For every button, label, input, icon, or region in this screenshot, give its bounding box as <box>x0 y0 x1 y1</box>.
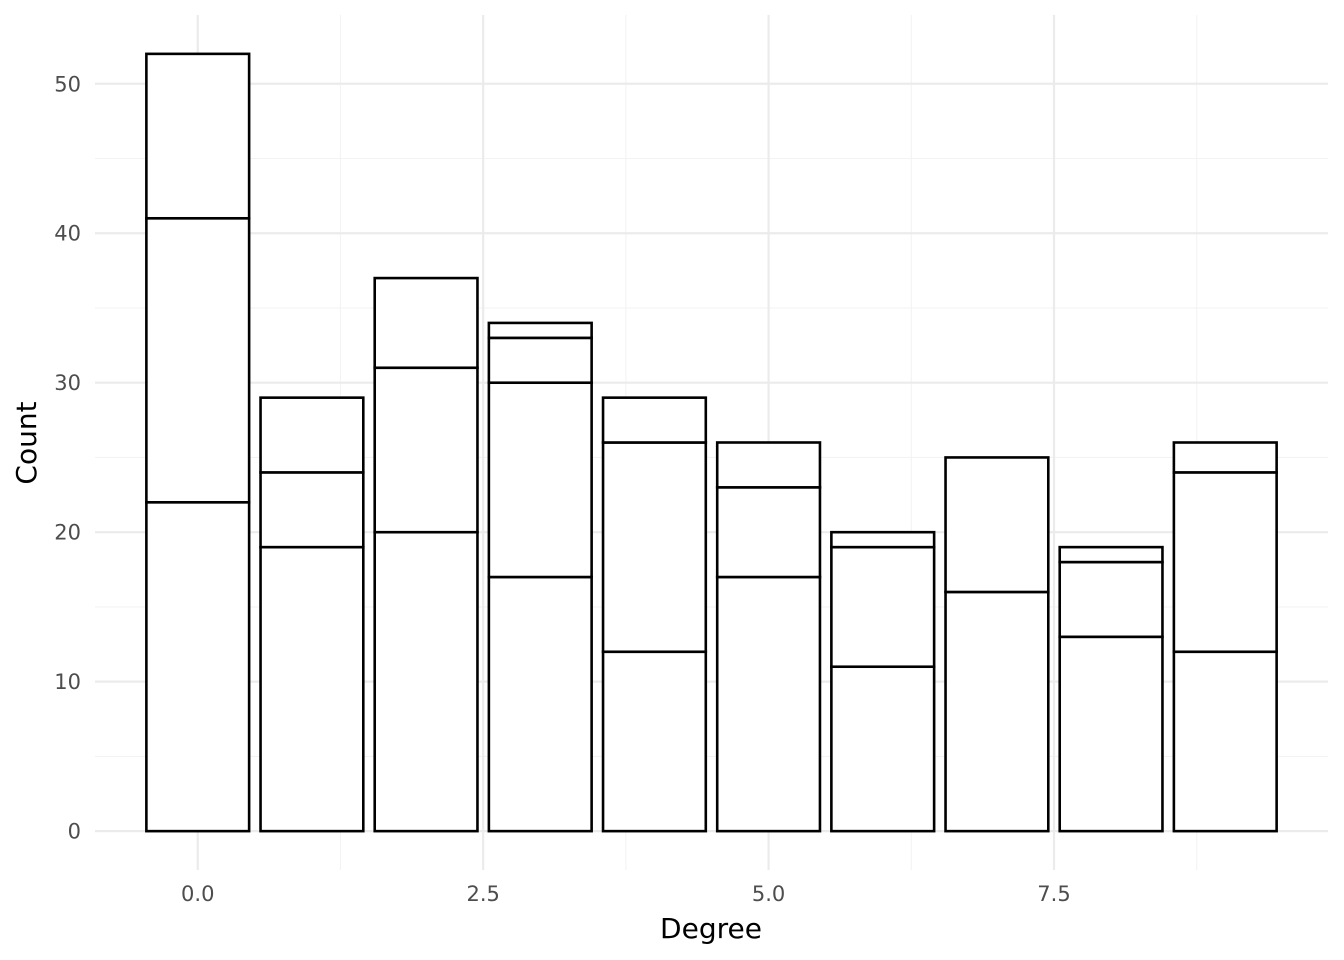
x-tick-label: 5.0 <box>752 882 785 906</box>
y-tick-label: 30 <box>54 371 81 395</box>
bar-segment <box>373 366 479 534</box>
bar-segment <box>830 545 936 669</box>
bar-segment <box>1172 441 1278 474</box>
bar-segment <box>830 530 936 549</box>
bar-segment <box>487 336 593 385</box>
bar-group <box>487 321 593 833</box>
bar-segment <box>1058 635 1164 833</box>
bar-segment <box>715 441 822 489</box>
bar-segment <box>259 545 365 833</box>
bar-segment <box>715 575 822 833</box>
bar-segment <box>1172 471 1278 654</box>
bar-segment <box>715 486 822 579</box>
y-tick-label: 40 <box>54 222 81 246</box>
bar-segment <box>1172 650 1278 833</box>
bar-group <box>373 276 479 833</box>
y-axis-ticks: 0 10 20 30 40 50 <box>54 72 81 843</box>
bar-segment <box>1058 545 1164 564</box>
bar-group <box>145 52 251 833</box>
bar-group <box>830 530 936 833</box>
y-axis-title: Count <box>10 401 43 484</box>
y-tick-label: 20 <box>54 521 81 545</box>
x-axis-ticks: 0.0 2.5 5.0 7.5 <box>181 882 1071 906</box>
x-tick-label: 7.5 <box>1037 882 1070 906</box>
bar-group <box>944 456 1050 833</box>
bar-group <box>259 396 365 833</box>
bar-segment <box>830 665 936 833</box>
x-tick-label: 2.5 <box>466 882 499 906</box>
bar-segment <box>145 52 251 220</box>
y-tick-label: 50 <box>54 72 81 96</box>
x-tick-label: 0.0 <box>181 882 214 906</box>
bar-segment <box>487 575 593 833</box>
bar-segment <box>145 500 251 833</box>
bar-group <box>1058 545 1164 833</box>
y-tick-label: 10 <box>54 670 81 694</box>
bar-segment <box>373 530 479 833</box>
bar-group <box>601 396 708 833</box>
bar-segment <box>944 456 1050 594</box>
bar-segment <box>487 321 593 340</box>
bar-group <box>715 441 822 833</box>
bar-segment <box>259 471 365 549</box>
bar-segment <box>601 396 708 444</box>
bar-segment <box>373 276 479 370</box>
bar-segment <box>487 381 593 579</box>
bar-group <box>1172 441 1278 833</box>
y-tick-label: 0 <box>68 820 81 844</box>
x-axis-title: Degree <box>660 912 762 945</box>
bars <box>145 52 1278 833</box>
bar-segment <box>1058 560 1164 639</box>
bar-segment <box>145 216 251 504</box>
bar-segment <box>601 441 708 654</box>
bar-segment <box>601 650 708 833</box>
bar-segment <box>944 590 1050 833</box>
bar-segment <box>259 396 365 474</box>
